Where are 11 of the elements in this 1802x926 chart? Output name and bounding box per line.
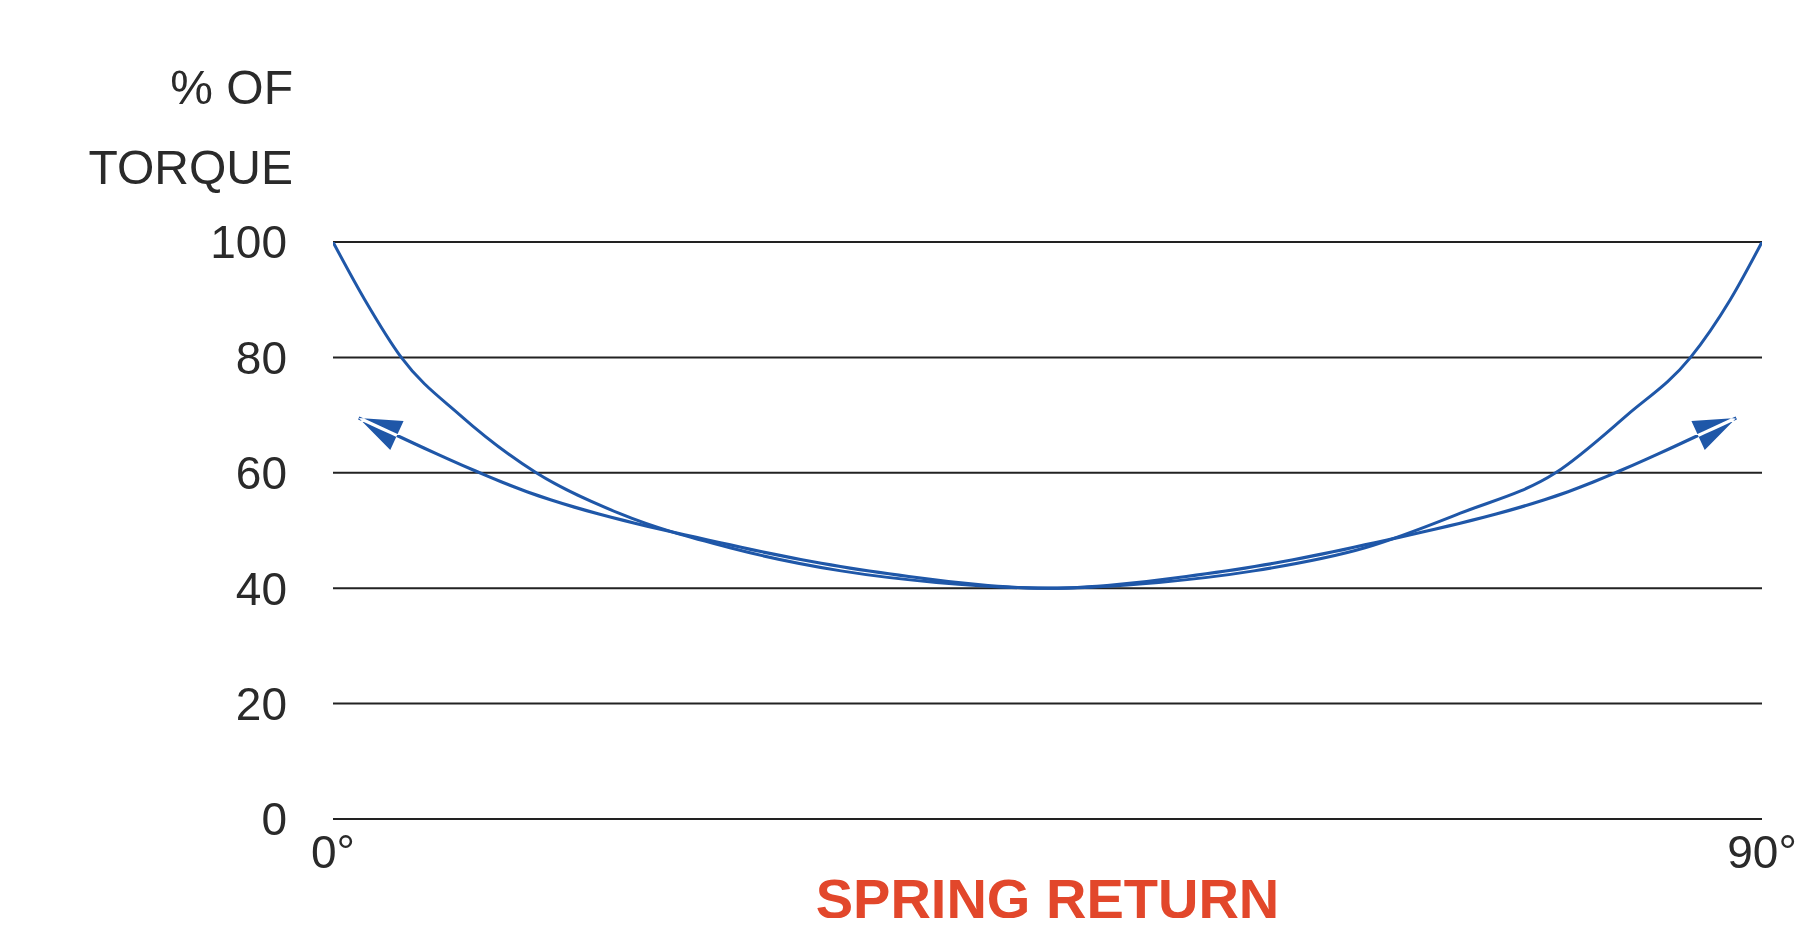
line-series: [333, 242, 1762, 590]
y-tick-label: 40: [235, 562, 287, 615]
y-tick-label: 80: [235, 331, 287, 384]
x-tick-label: 90°: [1727, 825, 1797, 878]
y-tick-label: 60: [235, 447, 287, 500]
y-tick-label: 20: [235, 677, 287, 730]
y-tick-label: 100: [210, 216, 287, 269]
x-axis-title: SPRING RETURN: [815, 867, 1280, 926]
y-tick-label: 0: [261, 793, 287, 846]
y-axis-title: % OF TORQUE: [87, 60, 293, 196]
x-tick-label: 0°: [311, 825, 355, 878]
